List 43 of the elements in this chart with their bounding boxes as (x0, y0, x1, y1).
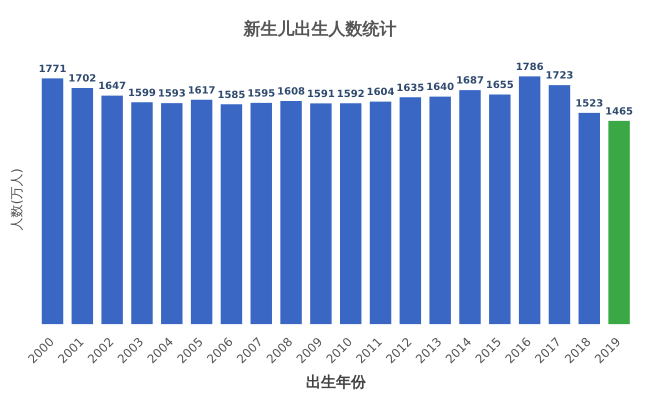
data-label: 1465 (605, 106, 634, 118)
bar (429, 96, 451, 324)
bar (131, 102, 153, 324)
data-label: 1592 (336, 88, 365, 100)
bar (370, 102, 392, 324)
data-label: 1595 (247, 88, 276, 100)
data-label: 1771 (38, 64, 66, 76)
data-label: 1599 (128, 88, 156, 99)
bar (72, 88, 94, 324)
bar (548, 85, 570, 324)
chart-title: 新生儿出生人数统计 (242, 20, 396, 40)
bar (250, 102, 272, 324)
bar (340, 103, 362, 324)
data-label: 1640 (426, 82, 454, 94)
data-label: 1647 (98, 81, 126, 92)
data-label: 1635 (396, 82, 424, 94)
data-label: 1723 (546, 70, 574, 82)
data-label: 1655 (486, 80, 514, 92)
x-axis-title: 出生年份 (306, 372, 367, 391)
bar (518, 76, 540, 324)
bar (42, 78, 64, 324)
data-label: 1604 (366, 87, 394, 98)
data-label: 1786 (516, 62, 544, 73)
bar (578, 112, 600, 324)
y-axis-title: 人数(万人) (10, 168, 26, 230)
data-label: 1687 (456, 76, 484, 87)
data-label: 1593 (158, 88, 186, 100)
bar (489, 94, 511, 324)
data-label: 1608 (277, 86, 306, 98)
data-label: 1585 (218, 90, 246, 101)
data-label: 1617 (188, 85, 216, 96)
bar (280, 101, 302, 324)
bar (190, 100, 212, 324)
bar (608, 120, 630, 324)
bar (220, 104, 242, 324)
bar (400, 97, 422, 324)
data-label: 1702 (68, 74, 96, 85)
bar (459, 90, 481, 324)
data-label: 1591 (306, 89, 335, 100)
bar (310, 103, 332, 324)
data-label: 1523 (575, 98, 604, 110)
bar (101, 96, 123, 324)
bar (161, 103, 183, 324)
